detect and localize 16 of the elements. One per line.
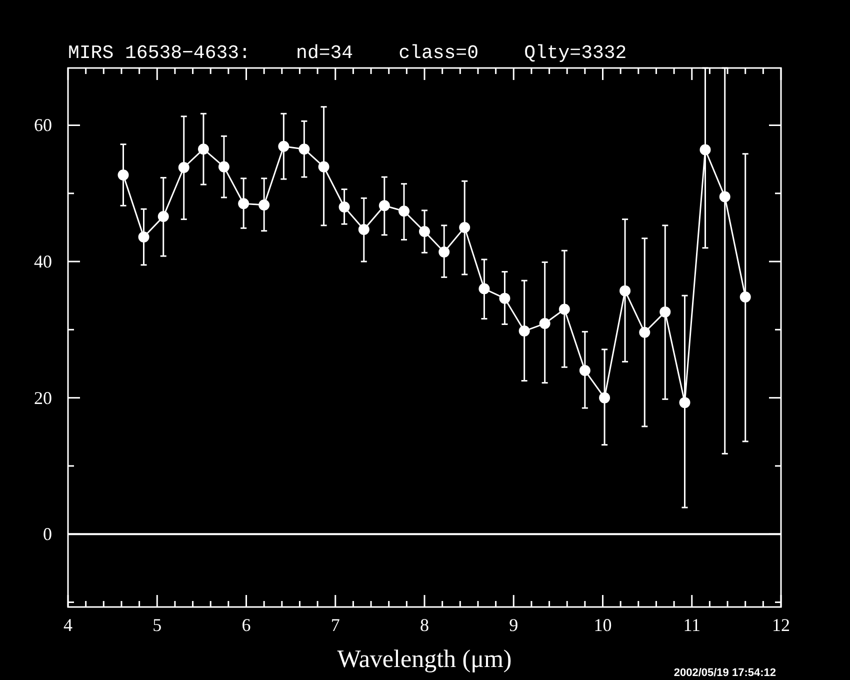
x-tick-label: 11	[683, 615, 701, 635]
y-tick-label: 20	[34, 388, 52, 408]
y-tick-label: 0	[43, 524, 52, 544]
y-tick-label: 60	[34, 115, 52, 136]
x-tick-label: 5	[152, 615, 162, 635]
x-tick-label: 6	[242, 615, 251, 635]
x-tick-label: 9	[509, 615, 518, 635]
y-tick-label: 40	[34, 252, 52, 272]
x-tick-label: 7	[330, 615, 340, 635]
x-tick-label: 10	[594, 615, 612, 635]
x-axis-title: Wavelength (μm)	[337, 646, 512, 673]
x-tick-label: 4	[64, 615, 72, 635]
chart-title: MIRS 16538−4633: nd=34 class=0 Qlty=3332	[68, 42, 627, 64]
text: 2002/05/19 17:54:12	[674, 667, 776, 679]
x-tick-label: 8	[420, 615, 429, 635]
x-tick-label: 12	[772, 615, 790, 635]
